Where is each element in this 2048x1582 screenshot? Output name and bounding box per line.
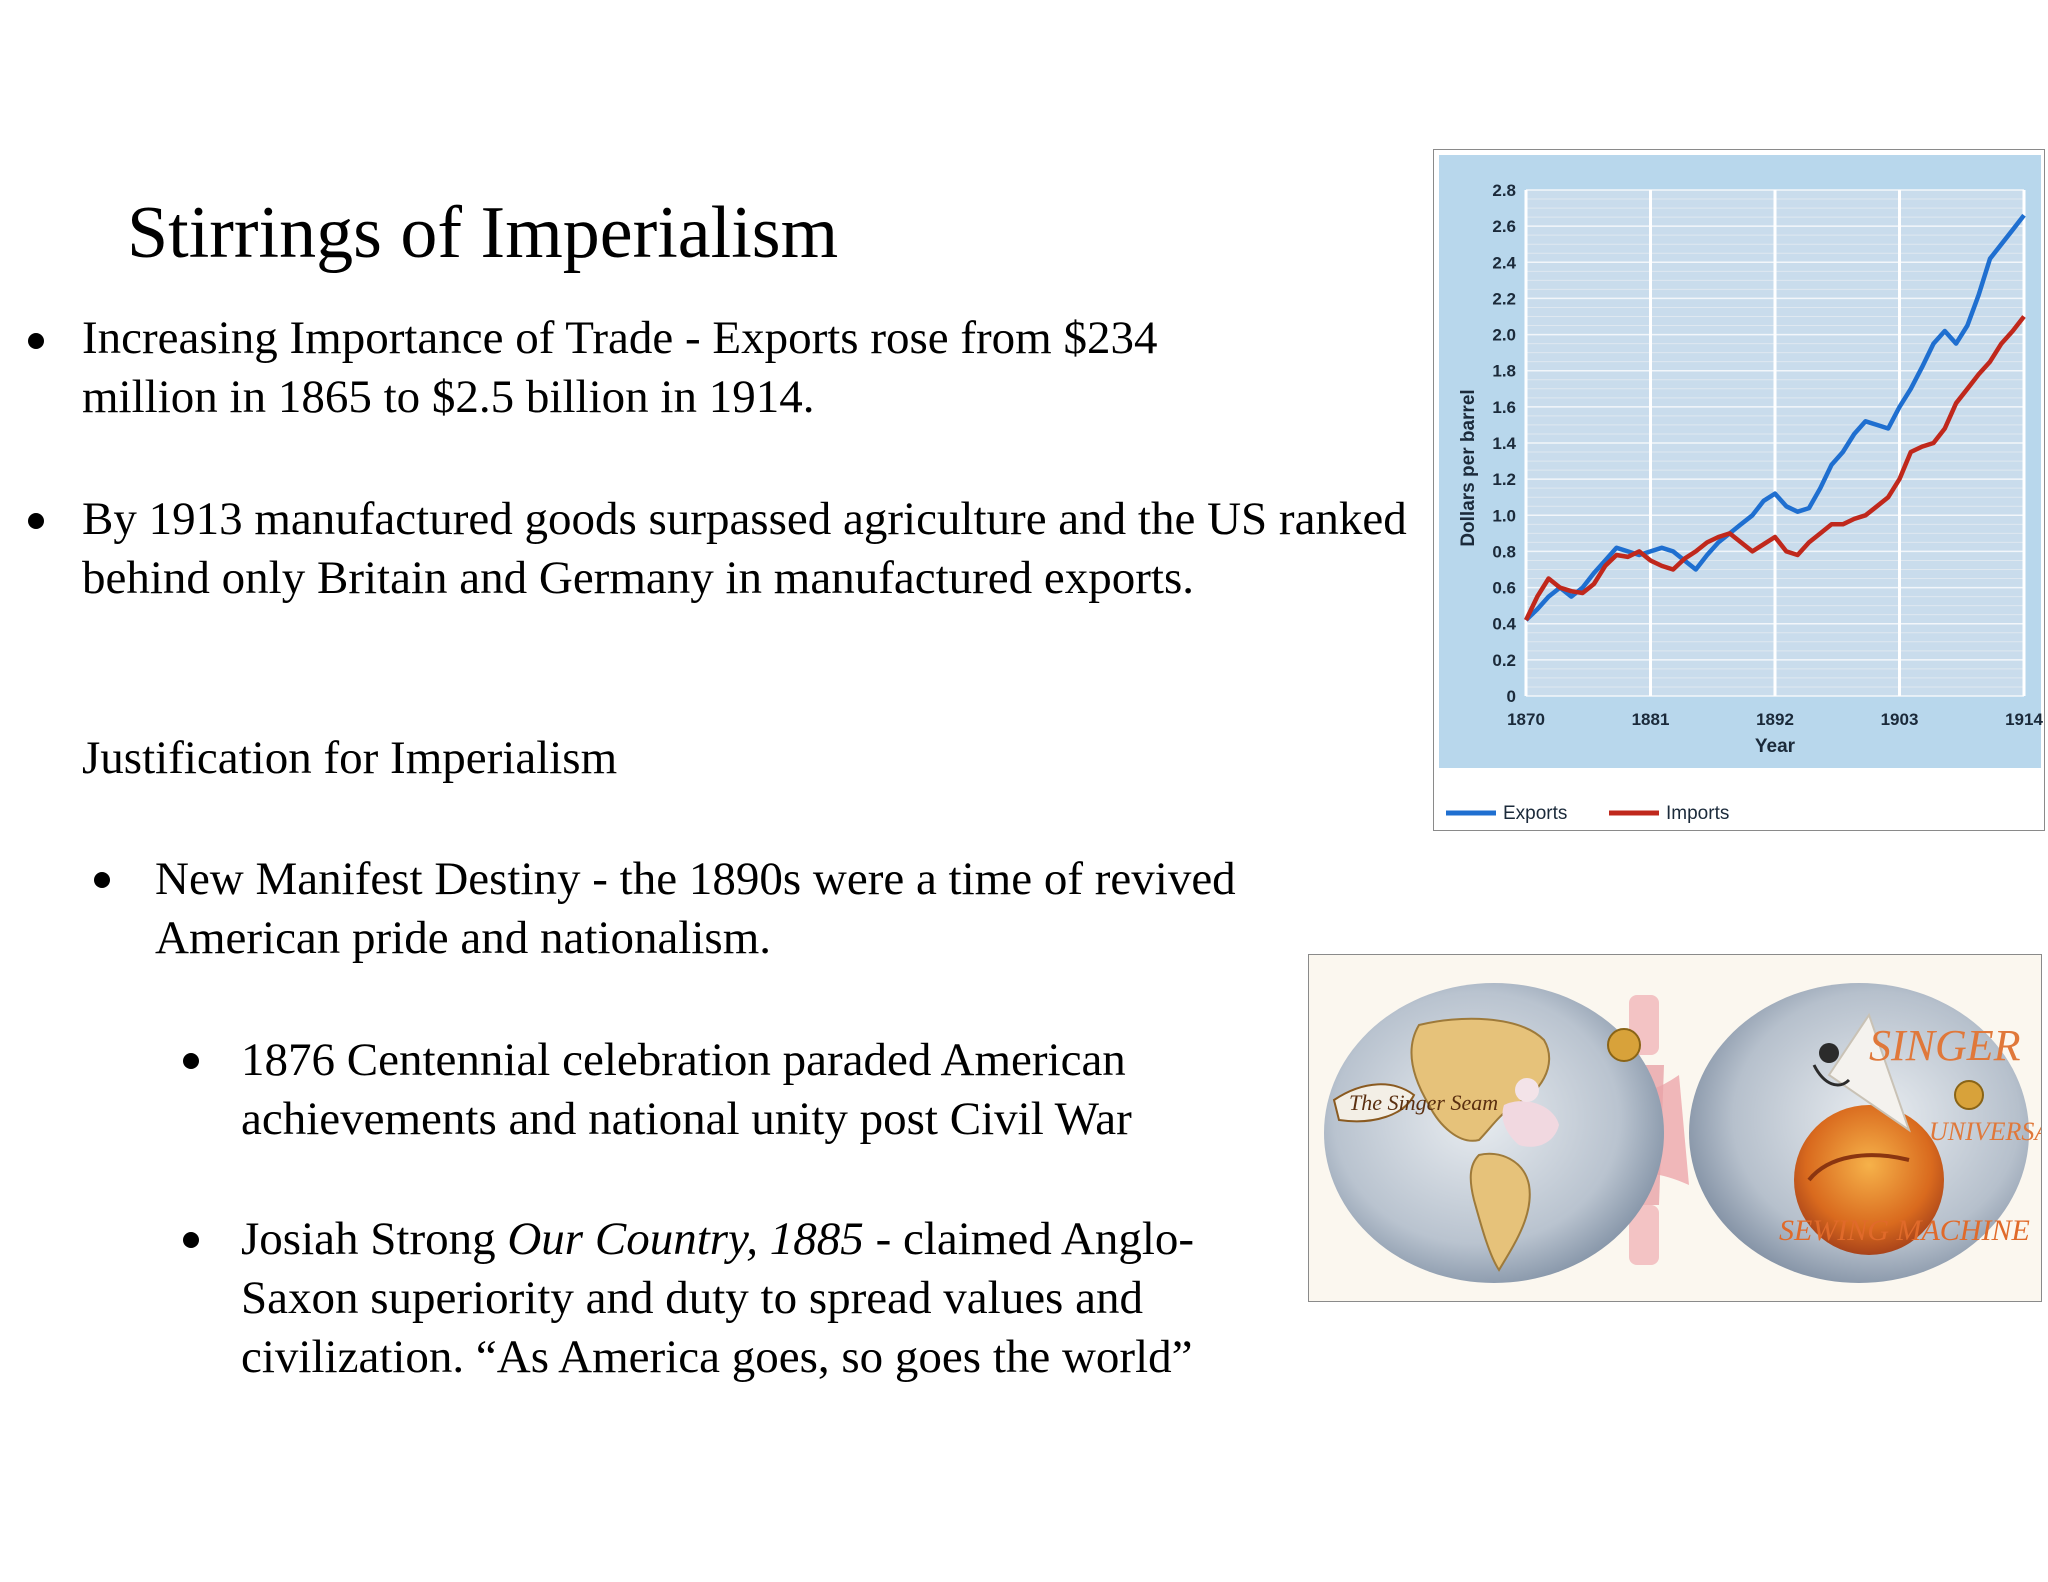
y-tick-label: 2.2 xyxy=(1492,289,1516,308)
singer-seam-lettering: The Singer Seam xyxy=(1349,1090,1498,1115)
singer-logo-lettering: SINGER xyxy=(1869,1021,2021,1070)
strong-suffix: - claimed Anglo-Saxon superiority and du… xyxy=(241,1213,1195,1383)
y-axis-title: Dollars per barrel xyxy=(1458,389,1479,546)
x-tick-label: 1914 xyxy=(2005,710,2043,729)
book-title: Our Country, 1885 xyxy=(507,1213,864,1265)
bullet-manufacturing: By 1913 manufactured goods surpassed agr… xyxy=(82,493,1407,604)
bullet-dot xyxy=(183,1232,199,1248)
y-tick-label: 1.0 xyxy=(1492,506,1516,525)
x-axis-title: Year xyxy=(1755,736,1796,757)
y-tick-label: 2.0 xyxy=(1492,326,1516,345)
y-tick-label: 0 xyxy=(1507,687,1516,706)
y-tick-label: 1.8 xyxy=(1492,362,1516,381)
y-tick-label: 2.6 xyxy=(1492,217,1516,236)
series-line-imports xyxy=(1523,315,2026,622)
y-tick-label: 1.6 xyxy=(1492,398,1516,417)
legend-label-imports: Imports xyxy=(1666,803,1729,824)
bullet-josiah-strong: Josiah Strong Our Country, 1885 - claime… xyxy=(241,1210,1281,1387)
y-tick-label: 0.4 xyxy=(1492,615,1516,634)
slide-title: Stirrings of Imperialism xyxy=(127,192,839,274)
bullet-manifest-destiny: New Manifest Destiny - the 1890s were a … xyxy=(155,853,1236,964)
y-tick-label: 1.4 xyxy=(1492,434,1516,453)
series-line-exports xyxy=(1524,213,2026,622)
y-tick-label: 2.4 xyxy=(1492,253,1516,272)
x-tick-label: 1881 xyxy=(1632,710,1670,729)
trade-chart-svg: 0 0.2 0.4 0.6 0.8 1.0 1.2 1.4 1.6 1.8 2.0 2.2 2.4 2.6… xyxy=(1439,155,2043,827)
y-tick-label: 0.8 xyxy=(1492,542,1516,561)
x-tick-label: 1892 xyxy=(1756,710,1794,729)
x-tick-label: 1870 xyxy=(1507,710,1545,729)
y-tick-label: 0.2 xyxy=(1492,651,1516,670)
singer-poster-illustration: The Singer Seam SINGER UNIVERSAL SEWING … xyxy=(1324,983,2042,1283)
universal-lettering: UNIVERSAL xyxy=(1929,1117,2042,1146)
bullet-dot xyxy=(28,333,44,349)
legend-label-exports: Exports xyxy=(1503,803,1567,824)
bullet-trade: Increasing Importance of Trade - Exports… xyxy=(82,312,1158,423)
bullet-dot xyxy=(183,1053,199,1069)
y-tick-label: 1.2 xyxy=(1492,470,1516,489)
bullet-dot xyxy=(28,513,44,529)
y-tick-label: 0.6 xyxy=(1492,579,1516,598)
y-tick-label: 2.8 xyxy=(1492,181,1516,200)
singer-advertisement-image: The Singer Seam SINGER UNIVERSAL SEWING … xyxy=(1308,954,2042,1302)
bullet-centennial: 1876 Centennial celebration paraded Amer… xyxy=(241,1034,1132,1145)
strong-prefix: Josiah Strong xyxy=(241,1213,508,1265)
trade-chart: 0 0.2 0.4 0.6 0.8 1.0 1.2 1.4 1.6 1.8 2.0 2.2 2.4 2.6… xyxy=(1433,149,2045,831)
x-tick-label: 1903 xyxy=(1881,710,1919,729)
legend-area xyxy=(1439,768,2041,827)
sewing-machine-lettering: SEWING MACHINE xyxy=(1779,1214,2030,1247)
bullet-dot xyxy=(94,872,110,888)
section-heading: Justification for Imperialism xyxy=(82,732,618,784)
